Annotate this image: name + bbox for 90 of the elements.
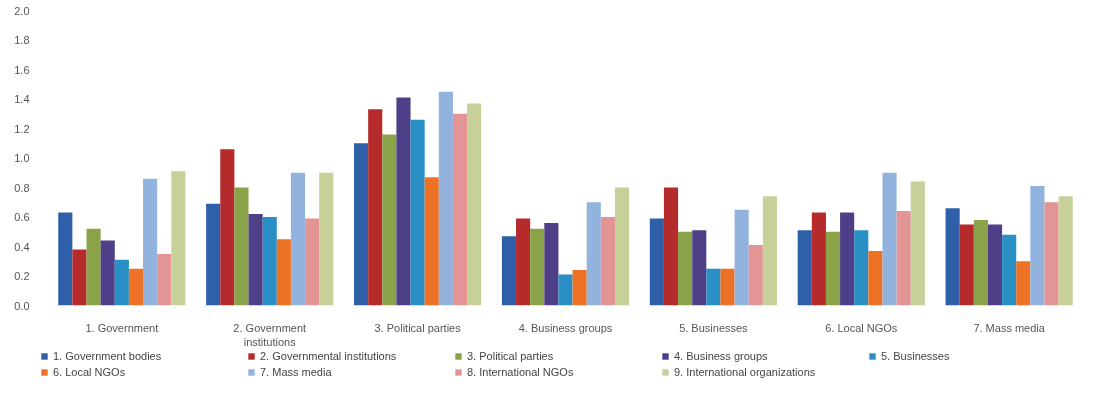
bar (600, 217, 615, 306)
bar (1016, 261, 1031, 306)
bar (558, 274, 573, 306)
bar (1044, 202, 1059, 306)
bar (438, 91, 453, 306)
bar (868, 250, 883, 306)
bar (840, 212, 855, 306)
x-tick-label: 6. Local NGOs (825, 321, 898, 334)
legend-label: 3. Political parties (467, 350, 555, 362)
bar (614, 187, 630, 306)
bar (72, 249, 87, 306)
y-tick-label: 0.4 (14, 240, 30, 253)
x-tick-label: 5. Businesses (679, 321, 749, 334)
bar (382, 134, 397, 306)
legend-label: 8. International NGOs (467, 366, 575, 378)
bar (171, 171, 186, 306)
bar (114, 259, 129, 306)
bar (811, 212, 826, 306)
y-tick-label: 1.0 (14, 152, 30, 164)
bar (586, 202, 601, 306)
legend-label: 6. Local NGOs (53, 366, 127, 378)
bar (544, 222, 559, 306)
x-tick-label: 3. Political parties (374, 321, 462, 334)
bar (854, 230, 869, 306)
bar (945, 208, 960, 306)
legend-label: 7. Mass media (260, 366, 333, 378)
bar (973, 219, 988, 306)
bar (720, 268, 735, 306)
bar (649, 218, 664, 306)
bar (206, 203, 221, 306)
bar (572, 270, 587, 306)
bar (987, 224, 1003, 306)
legend-label: 5. Businesses (881, 350, 951, 362)
bar (128, 268, 144, 306)
y-tick-label: 1.8 (14, 34, 30, 46)
x-tick-label: 1. Government (85, 321, 159, 334)
bar (692, 230, 707, 306)
legend-label: 4. Business groups (674, 350, 769, 362)
bar (663, 187, 679, 306)
bar (234, 187, 249, 306)
bar (748, 245, 763, 306)
bar (1030, 186, 1045, 306)
bar (58, 212, 73, 306)
legend-label: 9. International organizations (674, 366, 817, 378)
legend-label: 1. Government bodies (53, 350, 163, 362)
bar (220, 149, 235, 306)
y-tick-label: 2.0 (14, 4, 30, 17)
y-tick-label: 1.2 (14, 122, 30, 135)
bar (248, 214, 263, 306)
y-tick-label: 0.6 (14, 211, 30, 223)
bar (1058, 196, 1073, 306)
bar (305, 218, 320, 306)
bar (516, 218, 531, 306)
bar (678, 231, 693, 306)
x-tick-label: 4. Business groups (518, 321, 613, 334)
y-tick-label: 1.4 (14, 93, 30, 105)
bar (290, 172, 306, 306)
bar (86, 228, 101, 306)
y-tick-label: 0.8 (14, 181, 30, 194)
bar (959, 224, 974, 306)
y-tick-label: 0.2 (14, 270, 30, 282)
bar (410, 119, 425, 306)
x-tick-label: 2. Government institutions (233, 321, 307, 348)
bar (882, 172, 897, 306)
bar (319, 172, 334, 306)
bar (396, 97, 411, 306)
bar (157, 253, 172, 306)
bar (825, 231, 841, 306)
bar (1002, 234, 1017, 306)
bar (424, 177, 439, 306)
bar (797, 230, 812, 306)
bar (452, 113, 468, 306)
bar (501, 236, 517, 306)
bar (910, 181, 925, 306)
bar (706, 268, 721, 306)
bar (734, 209, 749, 306)
bar (143, 178, 158, 306)
bar (368, 109, 383, 306)
bar (467, 103, 482, 306)
legend-label: 2. Governmental institutions (260, 350, 398, 362)
y-tick-label: 1.6 (14, 63, 30, 76)
bar (100, 240, 115, 306)
bar (762, 196, 777, 306)
bar (530, 228, 545, 306)
x-tick-label: 7. Mass media (973, 321, 1046, 334)
bar (276, 239, 291, 306)
bar (262, 217, 277, 306)
bar (354, 143, 369, 306)
bar (896, 211, 911, 306)
y-tick-label: 0.0 (14, 299, 30, 312)
